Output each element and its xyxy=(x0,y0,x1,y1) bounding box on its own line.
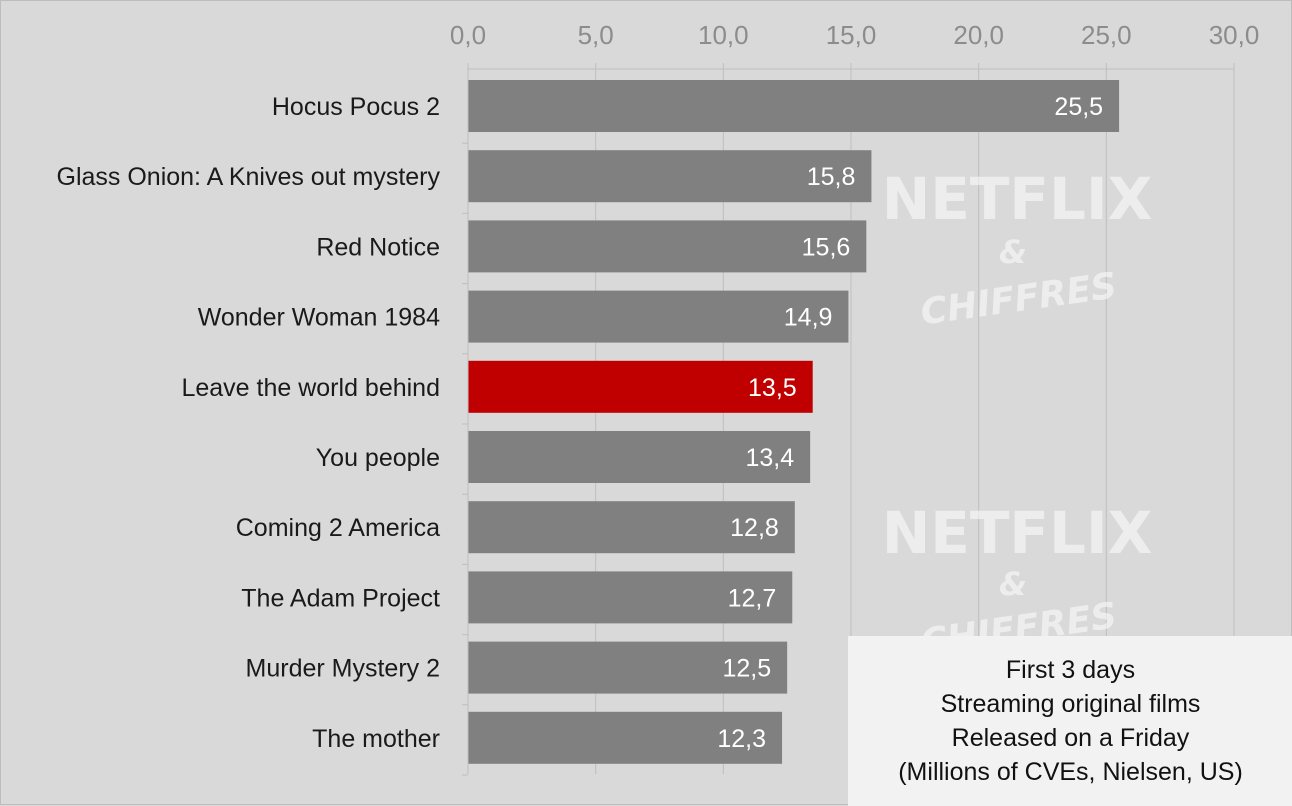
data-label: 13,5 xyxy=(748,374,797,402)
x-tick-label: 20,0 xyxy=(953,20,1004,50)
bars xyxy=(468,80,1120,764)
category-label: Coming 2 America xyxy=(236,514,440,542)
data-label: 15,8 xyxy=(807,163,856,191)
data-labels: 25,5 15,8 15,6 14,9 13,5 13,4 12,8 12,7 12,5 12,3 xyxy=(717,93,1103,753)
data-label: 12,7 xyxy=(728,584,777,612)
bar xyxy=(468,150,872,203)
note-line: Streaming original films xyxy=(940,690,1201,718)
bar xyxy=(468,641,788,694)
watermark-brand-1: NETFLIX xyxy=(882,165,1153,233)
note-line: First 3 days xyxy=(1005,656,1136,684)
watermark-amp-2: & xyxy=(999,565,1027,603)
x-tick-label: 30,0 xyxy=(1209,20,1260,50)
x-axis: 0,0 5,0 10,0 15,0 20,0 25,0 30,0 xyxy=(450,20,1260,776)
data-label: 12,5 xyxy=(722,655,771,683)
bar xyxy=(468,501,795,554)
data-label: 14,9 xyxy=(784,304,833,332)
chart-note: First 3 days Streaming original films Re… xyxy=(848,636,1292,806)
x-tick-label: 5,0 xyxy=(578,20,614,50)
data-label: 13,4 xyxy=(745,444,794,472)
category-label: Leave the world behind xyxy=(181,374,440,402)
bar xyxy=(468,220,867,273)
watermark-amp-1: & xyxy=(999,233,1027,271)
x-tick-label: 10,0 xyxy=(698,20,749,50)
data-label: 12,8 xyxy=(730,514,779,542)
data-label: 25,5 xyxy=(1054,93,1103,121)
bar xyxy=(468,290,849,343)
bar xyxy=(468,360,813,413)
data-label: 15,6 xyxy=(802,233,851,261)
bar xyxy=(468,711,783,764)
bar xyxy=(468,431,811,483)
note-line: Released on a Friday xyxy=(951,724,1190,752)
category-labels: Hocus Pocus 2 Glass Onion: A Knives out m… xyxy=(57,93,441,753)
bar xyxy=(468,571,793,624)
watermark: NETFLIX & CHIFFRES NETFLIX & CHIFFRES xyxy=(882,165,1153,664)
watermark-brand-2: NETFLIX xyxy=(882,499,1153,567)
category-label: Glass Onion: A Knives out mystery xyxy=(57,163,441,191)
watermark-sub-1: CHIFFRES xyxy=(918,265,1119,333)
bar xyxy=(468,80,1120,132)
note-line: (Millions of CVEs, Nielsen, US) xyxy=(898,758,1243,786)
data-label: 12,3 xyxy=(717,725,766,753)
x-tick-label: 0,0 xyxy=(450,20,486,50)
x-tick-label: 25,0 xyxy=(1081,20,1132,50)
category-label: You people xyxy=(316,444,440,472)
category-label: Murder Mystery 2 xyxy=(246,655,440,683)
category-label: Hocus Pocus 2 xyxy=(272,93,440,121)
x-tick-label: 15,0 xyxy=(826,20,877,50)
category-label: The Adam Project xyxy=(241,584,440,612)
category-label: The mother xyxy=(312,725,440,753)
category-label: Red Notice xyxy=(316,233,440,261)
category-label: Wonder Woman 1984 xyxy=(198,304,440,332)
